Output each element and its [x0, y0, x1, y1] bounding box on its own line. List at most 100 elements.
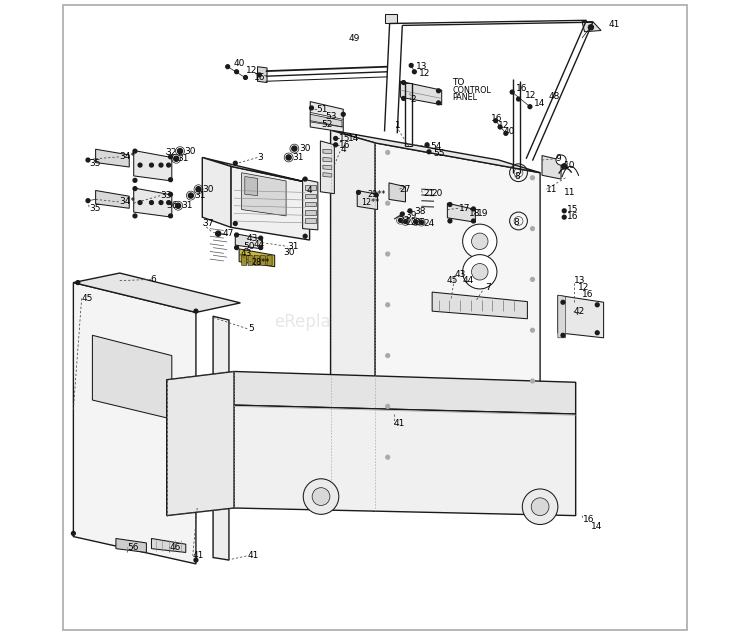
- Circle shape: [176, 203, 181, 208]
- Text: 54: 54: [430, 142, 442, 150]
- Text: 35: 35: [89, 204, 101, 213]
- Circle shape: [588, 25, 593, 30]
- Text: 48: 48: [548, 92, 560, 101]
- Text: 56: 56: [128, 543, 139, 552]
- Text: 41: 41: [609, 20, 620, 29]
- Text: 8: 8: [514, 218, 519, 227]
- Circle shape: [312, 488, 330, 505]
- Circle shape: [498, 125, 502, 129]
- Text: 12: 12: [578, 283, 590, 292]
- Polygon shape: [323, 149, 332, 154]
- Circle shape: [561, 300, 565, 304]
- Text: 32: 32: [166, 148, 177, 157]
- Circle shape: [196, 187, 201, 192]
- Circle shape: [556, 155, 566, 165]
- Text: 10: 10: [564, 161, 576, 170]
- Text: 16: 16: [254, 73, 266, 82]
- Text: CONTROL: CONTROL: [452, 86, 491, 95]
- Circle shape: [86, 158, 90, 162]
- Text: 1: 1: [395, 121, 401, 130]
- Circle shape: [259, 236, 262, 240]
- Circle shape: [235, 246, 238, 250]
- Text: 12: 12: [525, 91, 536, 100]
- Text: 11: 11: [564, 188, 576, 197]
- Text: 42: 42: [574, 307, 585, 316]
- Text: 52: 52: [321, 120, 332, 129]
- Polygon shape: [261, 255, 266, 265]
- Polygon shape: [152, 538, 186, 552]
- Polygon shape: [231, 166, 310, 240]
- Circle shape: [133, 187, 136, 190]
- Circle shape: [166, 163, 170, 167]
- Text: 16: 16: [582, 290, 593, 298]
- Circle shape: [463, 224, 497, 258]
- Circle shape: [259, 246, 262, 250]
- Polygon shape: [213, 316, 229, 560]
- Circle shape: [531, 498, 549, 516]
- Polygon shape: [236, 234, 262, 249]
- Circle shape: [235, 233, 238, 237]
- Circle shape: [233, 161, 237, 165]
- Circle shape: [215, 231, 220, 236]
- Circle shape: [386, 201, 389, 205]
- Polygon shape: [386, 14, 398, 23]
- Circle shape: [413, 70, 416, 74]
- Polygon shape: [304, 218, 316, 223]
- Text: 12: 12: [498, 121, 509, 130]
- Circle shape: [472, 207, 476, 211]
- Circle shape: [386, 404, 389, 408]
- Circle shape: [310, 106, 314, 110]
- Text: 12: 12: [419, 69, 430, 77]
- Circle shape: [494, 119, 497, 123]
- Circle shape: [562, 164, 567, 169]
- Text: 19: 19: [477, 210, 489, 218]
- Circle shape: [166, 201, 170, 204]
- Polygon shape: [95, 190, 129, 208]
- Polygon shape: [558, 295, 566, 338]
- Polygon shape: [74, 283, 196, 564]
- Polygon shape: [323, 157, 332, 162]
- Text: 9: 9: [555, 154, 561, 163]
- Circle shape: [596, 303, 599, 307]
- Circle shape: [374, 193, 378, 197]
- Text: 31: 31: [195, 191, 206, 200]
- Text: 6: 6: [151, 275, 157, 284]
- Polygon shape: [92, 335, 172, 419]
- Text: 44: 44: [253, 240, 264, 249]
- Text: eReplacementParts.com: eReplacementParts.com: [274, 313, 476, 331]
- Text: 47: 47: [223, 229, 234, 238]
- Polygon shape: [95, 149, 129, 167]
- Circle shape: [386, 150, 389, 154]
- Circle shape: [436, 89, 440, 93]
- Circle shape: [414, 220, 418, 224]
- Circle shape: [235, 70, 238, 74]
- Polygon shape: [254, 255, 260, 265]
- Text: 45: 45: [446, 276, 458, 285]
- Polygon shape: [389, 183, 406, 202]
- Polygon shape: [202, 157, 231, 227]
- Circle shape: [194, 309, 198, 313]
- Circle shape: [561, 333, 565, 337]
- Text: 18: 18: [469, 210, 481, 218]
- Text: 23: 23: [398, 216, 410, 225]
- Text: 41: 41: [193, 551, 204, 560]
- Text: 30: 30: [202, 185, 214, 194]
- Polygon shape: [234, 371, 576, 414]
- Circle shape: [463, 255, 497, 289]
- Circle shape: [398, 218, 402, 222]
- Text: 46: 46: [170, 543, 181, 552]
- Circle shape: [530, 227, 535, 231]
- Polygon shape: [310, 102, 344, 132]
- Text: 16: 16: [584, 515, 595, 524]
- Circle shape: [472, 233, 488, 250]
- Polygon shape: [542, 156, 561, 179]
- Circle shape: [356, 190, 361, 194]
- Text: 31: 31: [182, 201, 193, 210]
- Text: 17: 17: [459, 204, 470, 213]
- Text: 30: 30: [283, 248, 295, 257]
- Circle shape: [169, 214, 172, 218]
- Circle shape: [427, 150, 431, 154]
- Text: 15: 15: [567, 205, 578, 214]
- Circle shape: [133, 149, 136, 153]
- Text: 41: 41: [248, 551, 259, 560]
